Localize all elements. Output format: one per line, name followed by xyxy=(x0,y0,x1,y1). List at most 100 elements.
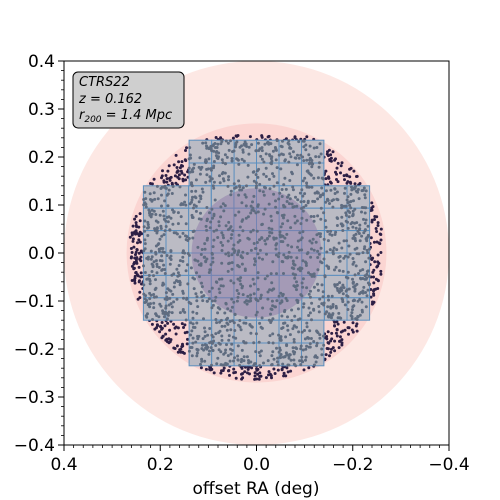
galaxy-point xyxy=(350,308,354,312)
galaxy-point xyxy=(189,321,193,325)
galaxy-point xyxy=(167,288,171,292)
galaxy-point xyxy=(242,321,246,325)
galaxy-point xyxy=(358,182,362,185)
galaxy-point xyxy=(236,295,240,299)
galaxy-point xyxy=(340,338,344,342)
galaxy-point xyxy=(335,166,339,170)
galaxy-point xyxy=(199,194,203,198)
galaxy-point xyxy=(363,274,367,278)
galaxy-point xyxy=(252,194,256,198)
galaxy-point xyxy=(186,263,189,267)
galaxy-point xyxy=(336,180,340,184)
galaxy-point xyxy=(236,240,240,244)
galaxy-point xyxy=(214,136,218,139)
galaxy-point xyxy=(316,256,320,259)
galaxy-point xyxy=(331,150,335,154)
galaxy-point xyxy=(209,346,213,350)
galaxy-point xyxy=(131,237,135,241)
galaxy-point xyxy=(232,367,236,371)
galaxy-point xyxy=(321,295,325,299)
galaxy-point xyxy=(212,371,216,375)
galaxy-point xyxy=(379,272,383,276)
galaxy-point xyxy=(183,323,187,327)
galaxy-point xyxy=(224,348,228,352)
galaxy-point xyxy=(130,255,133,259)
galaxy-point xyxy=(291,259,295,263)
galaxy-point xyxy=(254,297,258,301)
galaxy-point xyxy=(326,230,330,233)
galaxy-point xyxy=(194,292,198,296)
galaxy-point xyxy=(143,242,147,246)
galaxy-point xyxy=(233,313,237,316)
galaxy-point xyxy=(190,181,193,185)
galaxy-point xyxy=(256,210,260,214)
galaxy-point xyxy=(282,374,286,378)
galaxy-point xyxy=(160,321,164,324)
galaxy-point xyxy=(190,198,194,202)
galaxy-point xyxy=(307,162,311,166)
galaxy-point xyxy=(283,236,287,240)
galaxy-point xyxy=(334,265,338,269)
galaxy-point xyxy=(337,241,341,245)
galaxy-point xyxy=(199,197,203,201)
galaxy-point xyxy=(237,265,241,269)
galaxy-point xyxy=(305,218,309,222)
galaxy-point xyxy=(271,149,275,153)
galaxy-point xyxy=(236,323,240,327)
galaxy-point xyxy=(344,289,348,293)
galaxy-point xyxy=(192,203,196,207)
x-tick-label: −0.2 xyxy=(332,455,373,475)
galaxy-point xyxy=(171,222,175,226)
galaxy-point xyxy=(363,277,367,281)
galaxy-point xyxy=(324,353,328,357)
galaxy-point xyxy=(320,261,324,265)
galaxy-point xyxy=(226,354,230,358)
galaxy-point xyxy=(199,366,203,370)
galaxy-point xyxy=(185,296,189,300)
galaxy-point xyxy=(241,293,245,297)
galaxy-point xyxy=(288,353,292,357)
y-tick-label: 0.0 xyxy=(28,244,55,264)
galaxy-point xyxy=(207,297,211,301)
galaxy-point xyxy=(167,188,171,192)
galaxy-point xyxy=(238,279,242,283)
galaxy-point xyxy=(302,368,306,372)
galaxy-point xyxy=(340,215,344,219)
galaxy-point xyxy=(274,158,278,162)
galaxy-point xyxy=(316,176,320,180)
galaxy-point xyxy=(217,287,221,291)
galaxy-point xyxy=(253,371,257,375)
galaxy-point xyxy=(229,328,233,332)
galaxy-point xyxy=(257,149,261,152)
galaxy-point xyxy=(252,179,256,183)
galaxy-point xyxy=(149,293,153,297)
galaxy-point xyxy=(238,145,242,149)
galaxy-point xyxy=(161,209,165,213)
galaxy-point xyxy=(302,205,306,209)
galaxy-point xyxy=(278,346,282,350)
galaxy-point xyxy=(270,354,274,358)
galaxy-point xyxy=(329,188,333,192)
galaxy-point xyxy=(143,247,147,251)
galaxy-point xyxy=(240,372,243,376)
y-tick-label: −0.1 xyxy=(14,292,55,312)
galaxy-point xyxy=(279,335,283,339)
galaxy-point xyxy=(166,220,170,224)
galaxy-point xyxy=(295,298,299,302)
y-tick-label: −0.4 xyxy=(14,436,55,456)
galaxy-point xyxy=(283,321,287,325)
galaxy-point xyxy=(190,216,194,219)
galaxy-point xyxy=(201,343,204,347)
galaxy-point xyxy=(256,287,260,291)
galaxy-point xyxy=(369,257,373,261)
galaxy-point xyxy=(258,364,262,368)
tile xyxy=(323,207,348,232)
galaxy-point xyxy=(317,252,321,256)
galaxy-point xyxy=(346,276,350,280)
galaxy-point xyxy=(292,263,296,267)
galaxy-point xyxy=(205,299,209,303)
galaxy-point xyxy=(260,222,264,226)
galaxy-point xyxy=(277,255,280,259)
galaxy-point xyxy=(224,224,228,228)
tile xyxy=(165,274,190,299)
